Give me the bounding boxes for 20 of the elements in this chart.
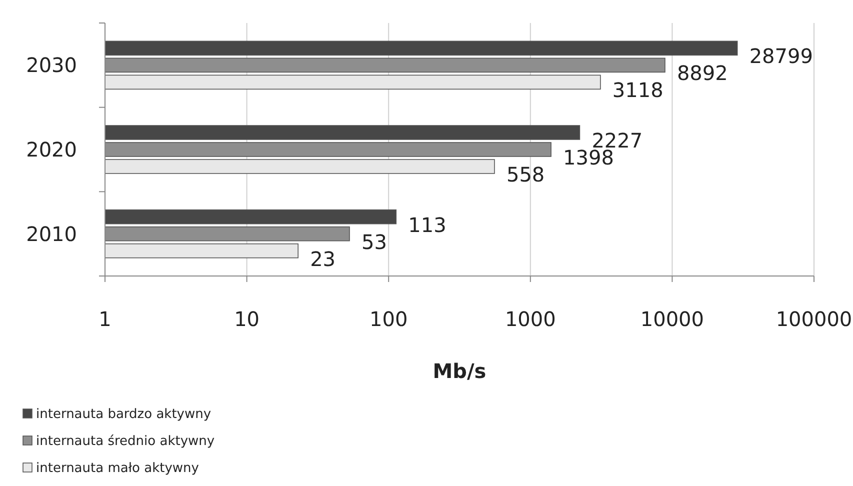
data-label: 28799: [749, 44, 813, 68]
data-label: 3118: [612, 78, 664, 102]
legend-label: internauta mało aktywny: [36, 461, 200, 476]
data-label: 23: [310, 246, 336, 271]
x-tick-label: 100000: [776, 307, 852, 331]
data-label: 113: [408, 212, 446, 237]
data-label: 53: [362, 230, 387, 254]
y-tick-label: 2030: [26, 53, 77, 78]
x-tick-label: 100: [370, 307, 408, 331]
legend-label: internauta średnio aktywny: [36, 434, 215, 449]
y-tick-label: 2010: [26, 222, 77, 246]
y-tick-label: 2020: [26, 138, 77, 162]
x-tick-label: 1000: [504, 307, 556, 331]
data-label: 8892: [676, 61, 728, 86]
x-tick-label: 1: [98, 307, 112, 331]
data-label: 558: [506, 162, 545, 186]
x-tick-label: 10: [234, 307, 260, 331]
legend-label: internauta bardzo aktywny: [36, 407, 212, 422]
x-axis-title: Mb/s: [432, 359, 486, 383]
x-tick-label: 10000: [640, 307, 704, 331]
